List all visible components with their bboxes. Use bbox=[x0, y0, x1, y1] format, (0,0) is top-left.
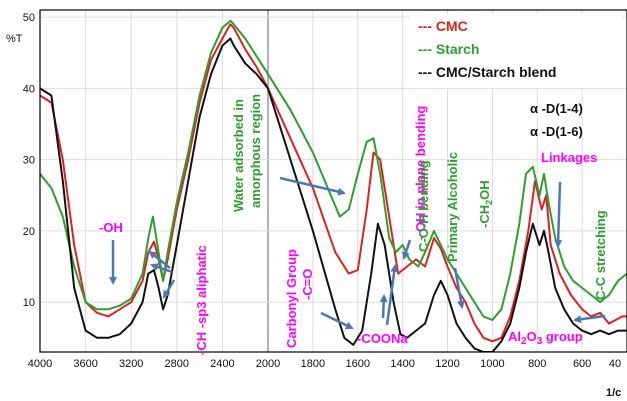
x-tick-label: 4000 bbox=[28, 358, 52, 370]
arrow-oh-bend bbox=[402, 239, 412, 260]
x-tick-label: 2800 bbox=[165, 358, 189, 370]
annotation-arrows bbox=[109, 176, 606, 330]
annotation-cc-stretch: C-C stretching bbox=[593, 210, 608, 300]
arrow-ch-2 bbox=[150, 263, 173, 274]
annotation-oh: -OH bbox=[99, 220, 123, 235]
y-tick-label: 40 bbox=[23, 83, 35, 95]
y-tick-label: 20 bbox=[23, 226, 35, 238]
annotation-alpha14: α -D(1-4) bbox=[530, 101, 583, 116]
annotation-alpha16: α -D(1-6) bbox=[530, 124, 583, 139]
y-tick-label: 10 bbox=[23, 297, 35, 309]
series-layer bbox=[40, 19, 627, 352]
x-tick-label: 3600 bbox=[73, 358, 97, 370]
x-tick-label: 40 bbox=[609, 358, 621, 370]
annotation-alcohol: Primary Alcoholic bbox=[445, 152, 460, 262]
x-tick-label: 1400 bbox=[390, 358, 414, 370]
series-line-starch bbox=[40, 19, 627, 321]
y-tick-label: 50 bbox=[23, 12, 35, 24]
annotation-oh-bend: - OH in plane bending bbox=[413, 106, 428, 240]
arrow-water bbox=[279, 176, 346, 196]
x-axis-label: 1/c bbox=[606, 387, 621, 399]
annotation-ch2oh: -CH2OH bbox=[477, 180, 494, 228]
legend: --- CMC --- Starch --- CMC/Starch blend bbox=[410, 14, 622, 88]
x-tick-label: 3200 bbox=[119, 358, 143, 370]
x-tick-label: 1200 bbox=[435, 358, 459, 370]
x-tick-label: 1600 bbox=[346, 358, 370, 370]
annotation-c-eq-o: -C=O bbox=[300, 269, 315, 300]
annotation-water-2: amorphous region bbox=[248, 94, 263, 208]
arrow-carbonyl bbox=[320, 311, 354, 330]
x-tick-label: 1800 bbox=[301, 358, 325, 370]
arrow-linkages bbox=[554, 181, 563, 248]
arrow-ch-3 bbox=[162, 279, 176, 299]
x-tick-label: 800 bbox=[528, 358, 546, 370]
series-line-blend bbox=[40, 37, 627, 352]
annotation-linkages: Linkages bbox=[541, 150, 597, 165]
annotation-ch-sp3: -CH -sp3 aliphatic bbox=[194, 245, 209, 355]
x-tick-label: 600 bbox=[573, 358, 591, 370]
arrow-coona-1 bbox=[379, 294, 388, 319]
x-tick-label: 2400 bbox=[210, 358, 234, 370]
legend-cmc: --- CMC bbox=[418, 18, 468, 34]
x-tick-label: 1000 bbox=[480, 358, 504, 370]
y-axis-label: %T bbox=[6, 33, 23, 45]
arrow-ch-1 bbox=[148, 250, 171, 269]
arrow-al2o3 bbox=[573, 314, 606, 324]
arrow-coona-2 bbox=[385, 264, 399, 326]
tick-labels: 4000 3600 3200 2800 2400 2000 1800 1600 1400 1200… bbox=[23, 12, 621, 370]
annotation-coh-bend: C-O-H bending bbox=[416, 160, 431, 252]
annotation-carbonyl: Carbonyl Group bbox=[284, 249, 299, 348]
annotation-coona: -COONa bbox=[357, 331, 408, 346]
series-line-cmc bbox=[40, 23, 627, 343]
x-tick-label: 2000 bbox=[256, 358, 280, 370]
annotation-al2o3: Al2O3 group bbox=[508, 329, 583, 347]
annotations: -OH -CH -sp3 aliphatic Water adsorbed in… bbox=[99, 94, 608, 355]
annotation-water-1: Water adsorbed in bbox=[231, 99, 246, 212]
legend-blend: --- CMC/Starch blend bbox=[418, 64, 556, 80]
y-tick-label: 30 bbox=[23, 155, 35, 167]
legend-starch: --- Starch bbox=[418, 41, 479, 57]
arrow-alcohol bbox=[453, 267, 465, 309]
plot-frame bbox=[39, 9, 627, 353]
